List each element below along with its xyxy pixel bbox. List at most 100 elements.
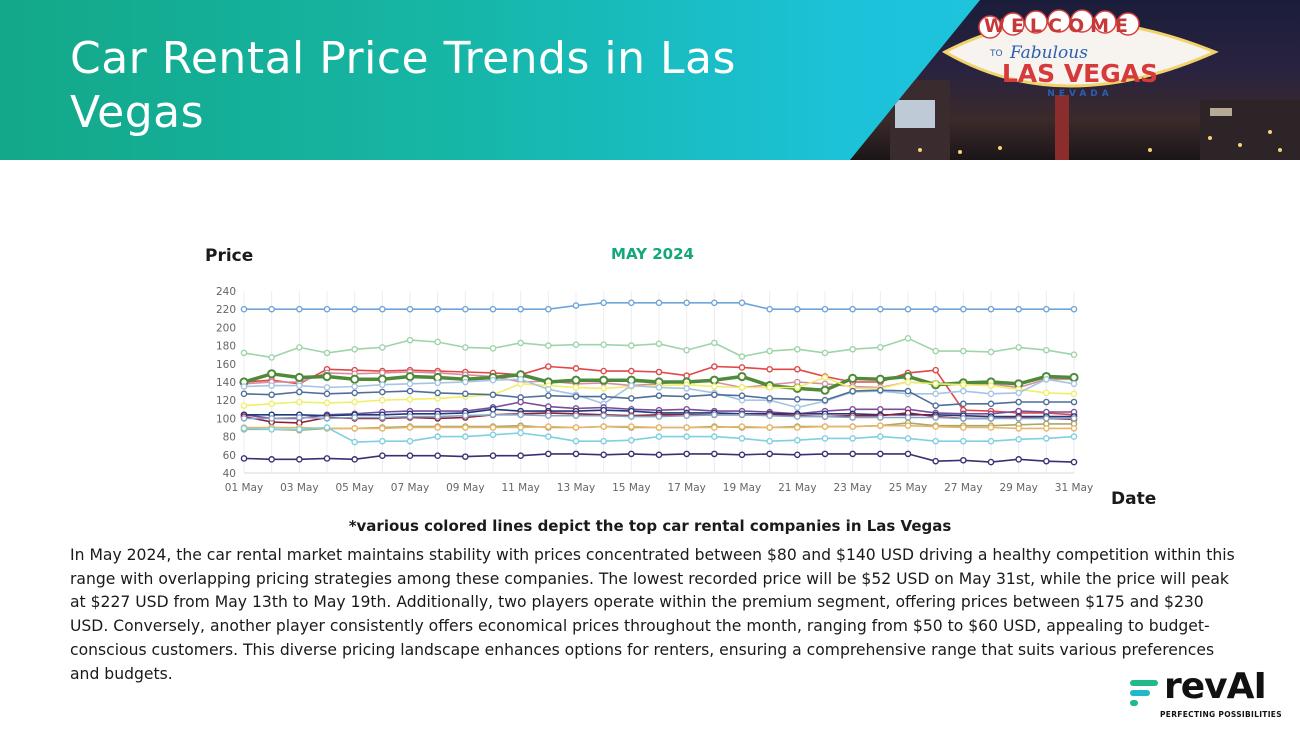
data-point [877, 305, 884, 313]
data-point [545, 392, 552, 399]
data-point [766, 365, 773, 373]
data-point [849, 435, 856, 442]
data-point [683, 385, 690, 392]
data-point [545, 363, 552, 370]
data-point [296, 388, 303, 396]
data-point [932, 390, 939, 398]
data-point [766, 450, 773, 458]
building-sign [1210, 108, 1232, 116]
data-point [240, 349, 248, 357]
data-point [323, 384, 331, 391]
x-tick-label: 09 May [446, 482, 484, 494]
data-point [379, 388, 386, 396]
data-point [738, 299, 746, 307]
data-point [572, 450, 580, 458]
data-point [240, 425, 248, 432]
chart-title: MAY 2024 [611, 245, 694, 263]
data-point [462, 390, 469, 398]
data-point [572, 341, 580, 348]
chart-axes: 40 60 80 100 120 140 160 180 200 220 240 01 May 03 M… [216, 286, 1093, 494]
data-point [350, 374, 360, 384]
data-point [1043, 346, 1050, 354]
data-point [821, 423, 829, 430]
data-point [655, 299, 663, 307]
data-point [1015, 456, 1022, 463]
data-point [434, 452, 441, 460]
data-point [323, 455, 331, 462]
data-point [875, 374, 885, 384]
data-point [545, 385, 552, 393]
data-point [987, 415, 995, 422]
data-point [904, 422, 912, 429]
data-point [711, 433, 718, 440]
data-point [794, 384, 801, 391]
data-point [711, 391, 718, 399]
data-point [517, 411, 524, 419]
data-point [766, 424, 773, 431]
data-point [628, 342, 635, 349]
data-point [351, 305, 358, 313]
data-point [240, 390, 248, 398]
sign-state-text: NEVADA [1047, 89, 1112, 99]
y-tick-label: 200 [216, 322, 236, 334]
data-point [711, 411, 718, 419]
data-point [434, 305, 441, 313]
data-point [794, 395, 801, 403]
data-point [268, 400, 275, 408]
data-point [821, 374, 829, 381]
data-point [737, 371, 747, 382]
data-point [600, 393, 607, 400]
x-tick-label: 29 May [999, 482, 1037, 494]
x-tick-label: 03 May [280, 482, 318, 494]
data-point [517, 305, 524, 313]
data-point [683, 450, 690, 458]
revai-logo-text: revAI [1164, 666, 1267, 707]
data-point [683, 412, 690, 419]
data-point [379, 305, 386, 313]
revai-logo-icon [1130, 680, 1158, 706]
data-point [709, 375, 719, 385]
header-banner: Car Rental Price Trends in Las Vegas [0, 0, 1300, 160]
data-point [820, 385, 830, 395]
x-tick-label: 25 May [889, 482, 927, 494]
data-point [240, 455, 248, 462]
data-point [296, 305, 303, 313]
data-point [600, 437, 607, 445]
data-point [1015, 344, 1022, 351]
y-tick-label: 240 [216, 286, 236, 298]
series-steel-blue [240, 386, 1078, 409]
data-point [405, 371, 415, 382]
data-point [628, 450, 635, 458]
data-point [351, 389, 358, 397]
city-lights [918, 130, 1282, 154]
sign-to-text: TO [989, 49, 1003, 59]
data-point [323, 399, 331, 407]
data-point [517, 398, 524, 406]
data-point [904, 450, 912, 458]
data-point [351, 398, 358, 406]
data-point [351, 414, 358, 421]
data-point [600, 299, 607, 307]
y-tick-label: 120 [216, 395, 236, 407]
data-point [572, 365, 580, 372]
data-point [932, 402, 939, 409]
data-point [655, 424, 663, 431]
data-point [434, 338, 441, 346]
data-point [711, 383, 718, 390]
x-axis-title: Date [1111, 489, 1157, 509]
data-point [296, 456, 303, 463]
data-point [268, 391, 275, 399]
x-tick-label: 23 May [833, 482, 871, 494]
data-point [932, 347, 939, 355]
data-point [628, 395, 635, 402]
series-premium-b [240, 335, 1078, 361]
data-point [489, 391, 497, 399]
data-point [1069, 372, 1079, 383]
data-point [268, 415, 275, 422]
data-point [960, 437, 967, 445]
data-point [462, 424, 469, 431]
data-point [987, 424, 995, 431]
data-point [406, 452, 414, 460]
data-point [434, 379, 441, 387]
sign-welcome-text: WELCOME [984, 15, 1134, 37]
